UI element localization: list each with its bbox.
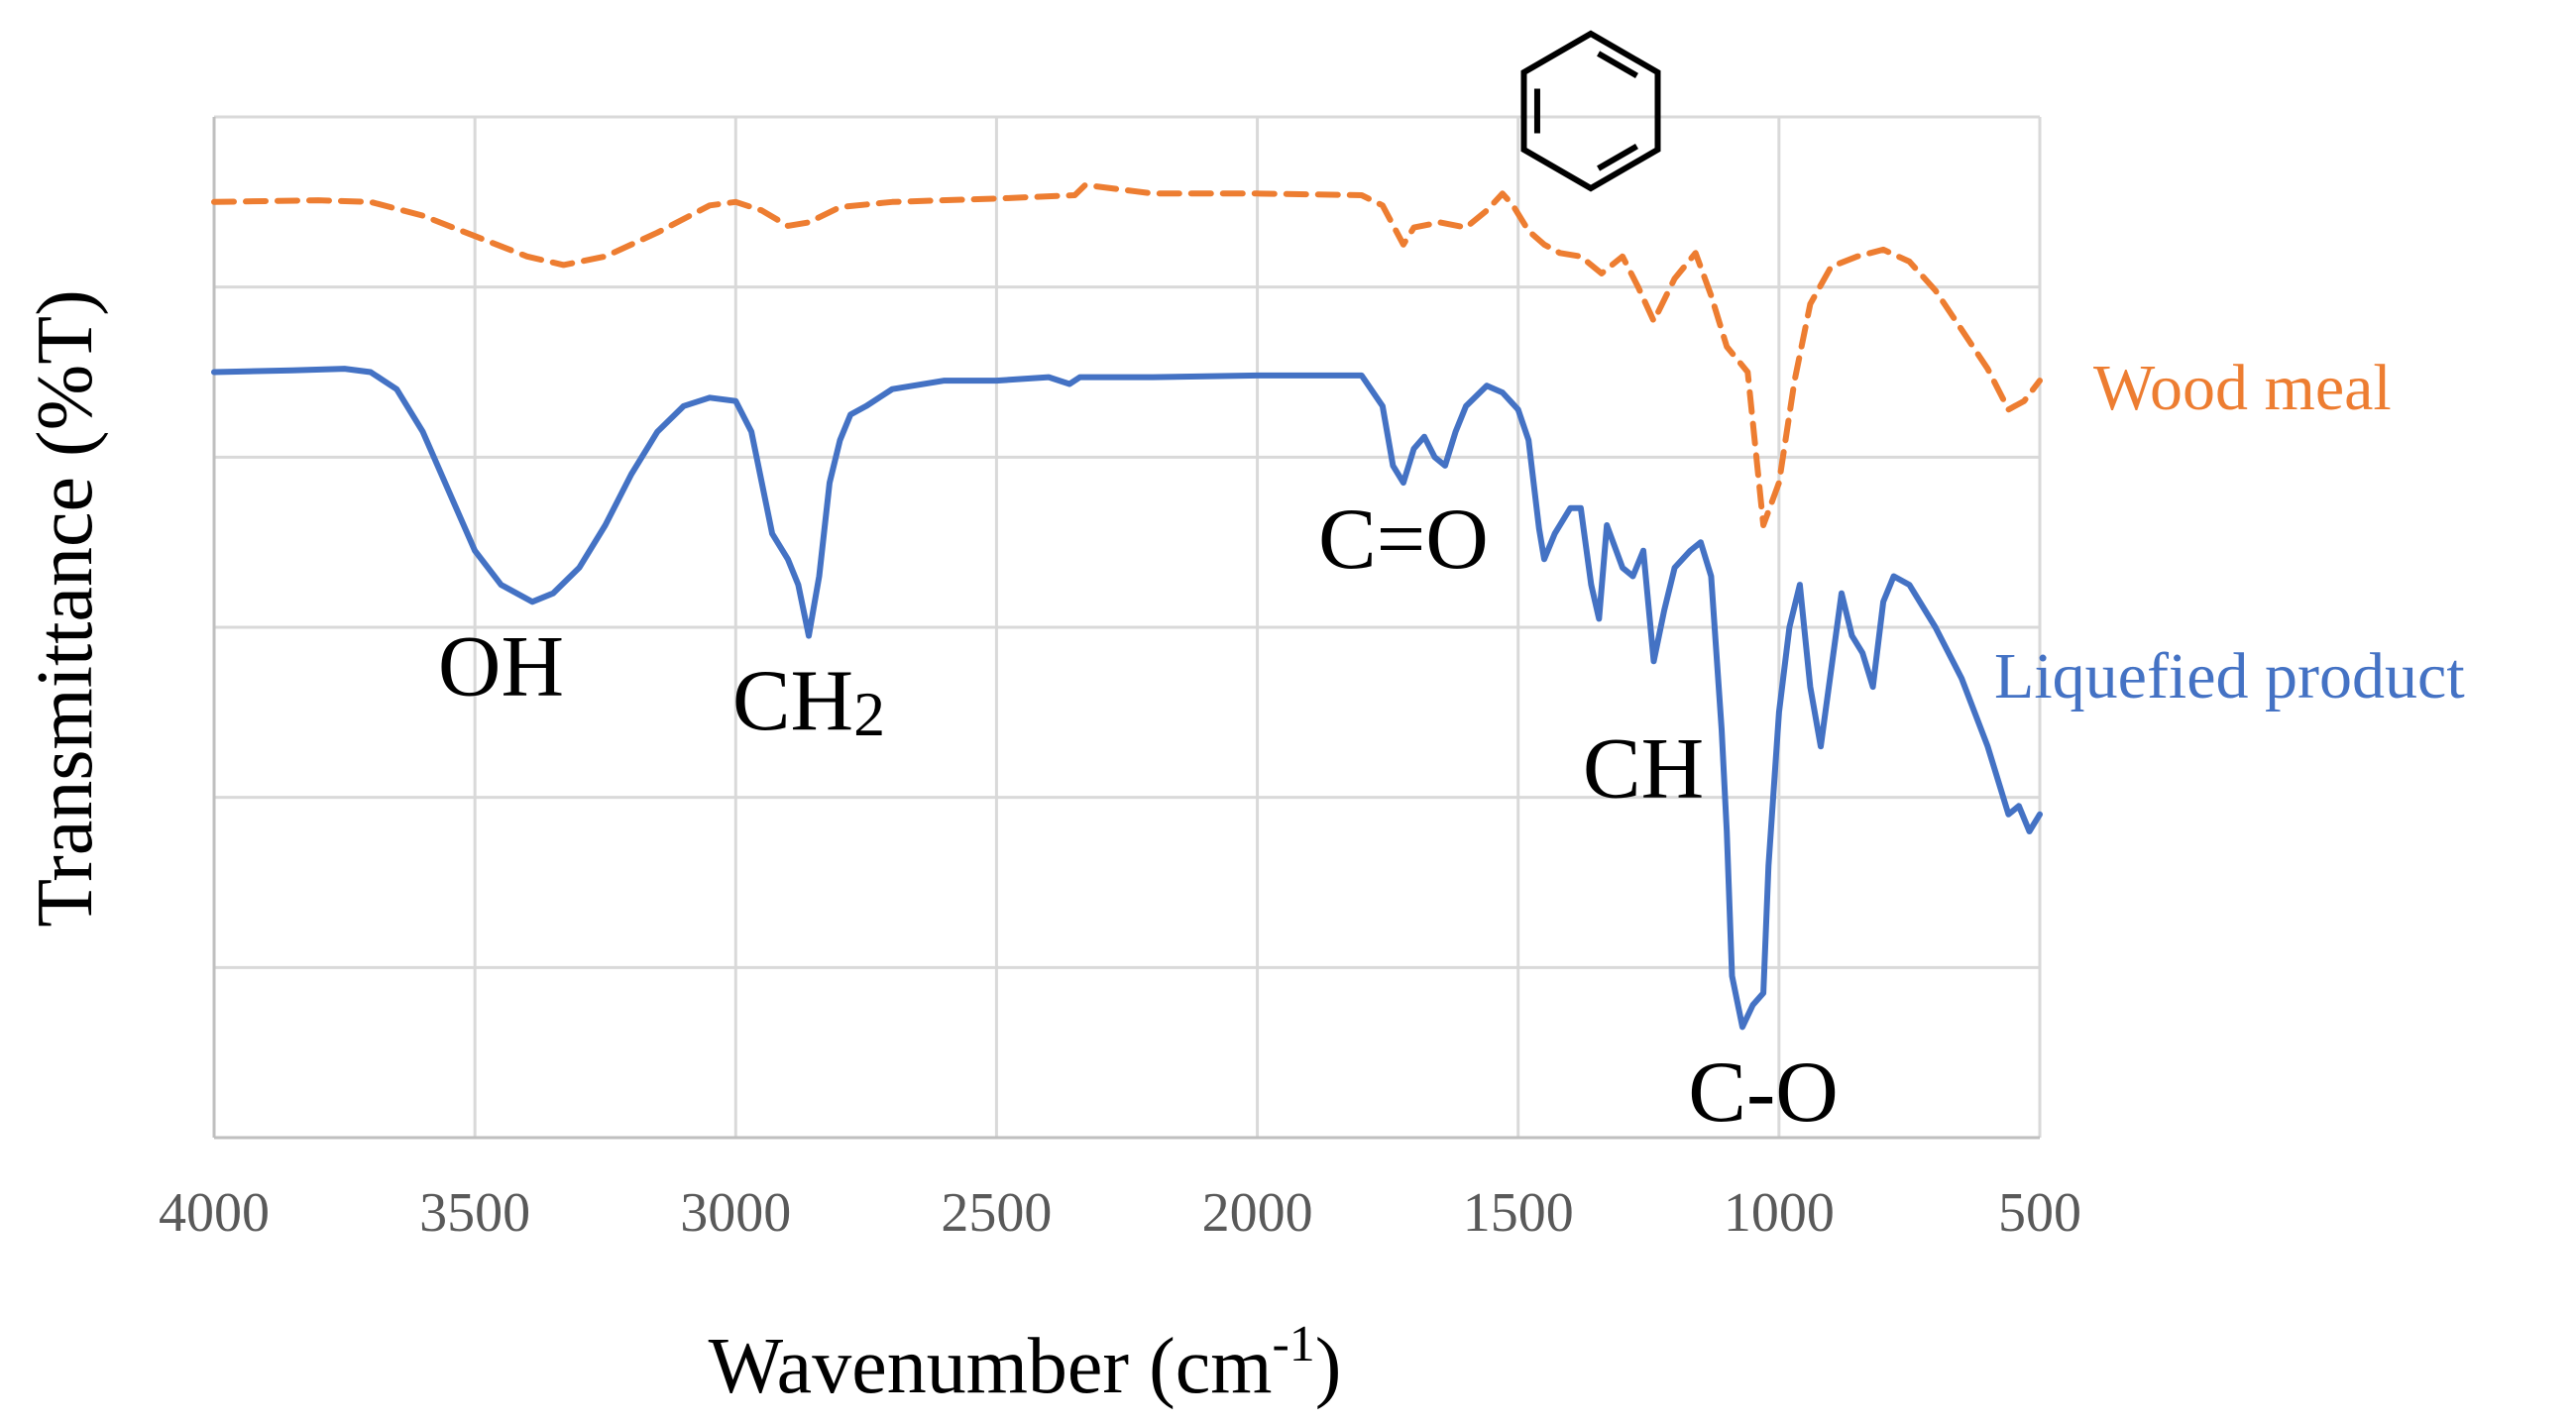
- x-tick-label: 1500: [1463, 1182, 1574, 1244]
- peak-annotation: CH: [1583, 721, 1704, 818]
- peak-annotation: C-O: [1688, 1044, 1839, 1141]
- x-tick-labels: 4000 3500 3000 2500 2000 1500 1000 500: [159, 1182, 2081, 1244]
- series-label-liquefied-product: Liquefied product: [1994, 640, 2465, 712]
- peak-annotations: OH CH2 C=O CH C-O: [438, 492, 1839, 1141]
- grid-lines: [212, 115, 2042, 1138]
- peak-annotation: C=O: [1318, 492, 1489, 588]
- x-tick-label: 3000: [680, 1182, 791, 1244]
- x-axis-title: Wavenumber (cm-1): [709, 1316, 1342, 1410]
- series-line-wood-meal: [211, 181, 2043, 528]
- series-label-wood-meal: Wood meal: [2093, 352, 2392, 424]
- benzene-double-bond: [1597, 51, 1638, 79]
- benzene-hexagon: [1520, 30, 1661, 192]
- x-tick-label: 1000: [1724, 1182, 1835, 1244]
- peak-annotation: OH: [438, 619, 564, 715]
- benzene-ring-icon: [1520, 30, 1661, 192]
- peak-annotation: CH2: [732, 653, 885, 749]
- x-tick-label: 500: [1998, 1182, 2081, 1244]
- x-tick-label: 4000: [159, 1182, 270, 1244]
- y-axis-title: Transmittance (%T): [22, 289, 109, 928]
- series-line-liquefied-product: [211, 366, 2043, 1031]
- series-labels: Wood meal Liquefied product: [1994, 352, 2465, 712]
- plot-frame: [212, 117, 2040, 1140]
- x-tick-label: 2500: [941, 1182, 1052, 1244]
- benzene-double-bond: [1597, 143, 1638, 171]
- x-axis-title-main: Wavenumber (cm: [709, 1323, 1273, 1410]
- spectrum-lines: [211, 181, 2043, 1031]
- x-axis-title-close: ): [1315, 1323, 1342, 1410]
- x-tick-label: 3500: [419, 1182, 530, 1244]
- x-tick-label: 2000: [1202, 1182, 1313, 1244]
- x-axis-title-superscript: -1: [1272, 1316, 1314, 1372]
